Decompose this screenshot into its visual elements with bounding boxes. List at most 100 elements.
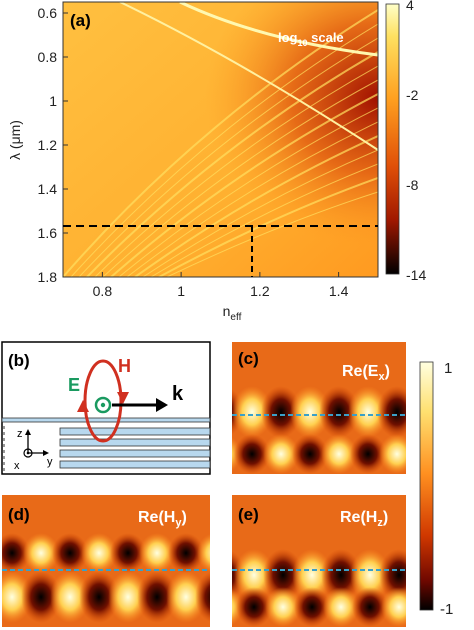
mode-line: [110, 93, 378, 277]
field-min: [377, 386, 406, 438]
colorbar-a: [385, 3, 400, 275]
mode-line: [166, 191, 378, 277]
field-min: [263, 549, 303, 601]
field-max: [197, 533, 210, 573]
field-min: [195, 571, 210, 623]
panel-e-field: Re(Hz): [340, 509, 388, 529]
field-max: [166, 571, 206, 623]
field-min: [435, 386, 474, 438]
field-pattern-c: [232, 386, 474, 474]
field-max: [292, 549, 332, 601]
y-tick-label: 0.6: [38, 5, 58, 21]
colorbar-a-ticks: 4 -2 -8 -14: [406, 0, 426, 283]
panel-c-field: Re(Ex): [342, 363, 390, 383]
field-max: [464, 386, 474, 438]
mode-line: [86, 51, 378, 277]
y-tick-label: 1: [49, 93, 57, 109]
e-label: E: [68, 375, 80, 395]
colorbar-tick-label: 4: [406, 0, 414, 13]
y-axis-label: λ (μm): [7, 120, 23, 160]
field-min: [261, 386, 301, 438]
field-max: [81, 533, 117, 573]
field-min: [236, 587, 272, 627]
field-max: [108, 571, 148, 623]
field-max: [263, 434, 299, 474]
h-label: H: [118, 356, 131, 376]
panel-d-label: (d): [8, 505, 30, 524]
panel-c: (c) Re(Ex): [232, 342, 474, 474]
field-max: [466, 549, 474, 601]
field-max: [323, 587, 359, 627]
field-max: [350, 549, 390, 601]
mode-line: [142, 149, 378, 277]
panel-e-label: (e): [238, 505, 259, 524]
field-max: [23, 533, 59, 573]
colorbar-2-top-tick: 1: [444, 360, 452, 377]
field-max: [437, 434, 473, 474]
colorbar-tick-label: -2: [406, 87, 419, 103]
field-min: [352, 587, 388, 627]
h-field-loop: [83, 359, 123, 443]
x-tick-labels: 0.8 1 1.2 1.4: [93, 272, 349, 299]
h-arrow-up: [117, 392, 129, 404]
field-max: [290, 386, 330, 438]
y-tick-label: 1.6: [38, 225, 58, 241]
field-min: [292, 434, 328, 474]
field-min: [110, 533, 146, 573]
field-min: [168, 533, 204, 573]
field-max: [348, 386, 388, 438]
heatmap-frame: [62, 1, 379, 278]
panel-e: (e) Re(Hz): [232, 495, 474, 627]
panel-a-label: (a): [70, 11, 91, 30]
y-tick-label: 1.8: [38, 269, 58, 285]
mode-line: [150, 163, 378, 277]
field-max: [379, 434, 406, 474]
y-tick-label: 1.2: [38, 137, 58, 153]
field-max: [139, 533, 175, 573]
x-tick-label: 1.2: [250, 283, 270, 299]
field-min: [2, 533, 30, 573]
panel-a: (a) log10 scale 0.8 1 1.2 1.4 0.6 0.8 1 1.2 1.4…: [7, 0, 426, 323]
mode-line: [78, 37, 378, 277]
coordinate-axes: z y x: [14, 428, 53, 472]
field-max: [0, 533, 1, 573]
mode-lines: [63, 2, 378, 277]
x-tick-label: 0.8: [93, 283, 113, 299]
colorbar-tick-label: -8: [406, 177, 419, 193]
field-min: [294, 587, 330, 627]
field-max: [321, 434, 357, 474]
field-min: [350, 434, 386, 474]
field-min: [319, 386, 359, 438]
x-axis-label: neff: [223, 303, 242, 323]
field-min: [52, 533, 88, 573]
panel-c-label: (c): [238, 349, 259, 368]
y-tick-label: 1.4: [38, 181, 58, 197]
field-min: [466, 434, 474, 474]
field-pattern-d: [0, 533, 210, 623]
panel-b-label: (b): [8, 351, 30, 370]
mode-line: [158, 177, 378, 277]
field-max: [234, 549, 274, 601]
colorbar-tick-label: -14: [406, 267, 426, 283]
mode-line: [118, 107, 378, 277]
mode-line: [63, 9, 378, 277]
field-min: [234, 434, 270, 474]
mode-line-bright: [119, 2, 378, 151]
svg-text:y: y: [47, 456, 53, 468]
y-tick-labels: 0.6 0.8 1 1.2 1.4 1.6 1.8: [38, 5, 68, 285]
scale-note: log10 scale: [278, 30, 344, 48]
field-pattern-e: [232, 549, 474, 627]
field-min: [21, 571, 61, 623]
y-tick-label: 0.8: [38, 49, 58, 65]
mode-line: [126, 121, 378, 277]
mode-line: [134, 135, 378, 277]
mode-line-bright: [179, 2, 378, 57]
field-max: [50, 571, 90, 623]
field-min: [79, 571, 119, 623]
layered-slab: [1, 417, 211, 472]
field-max: [265, 587, 301, 627]
field-min: [321, 549, 361, 601]
panel-d: (d) Re(Hy): [0, 495, 210, 627]
x-tick-label: 1.4: [329, 283, 349, 299]
